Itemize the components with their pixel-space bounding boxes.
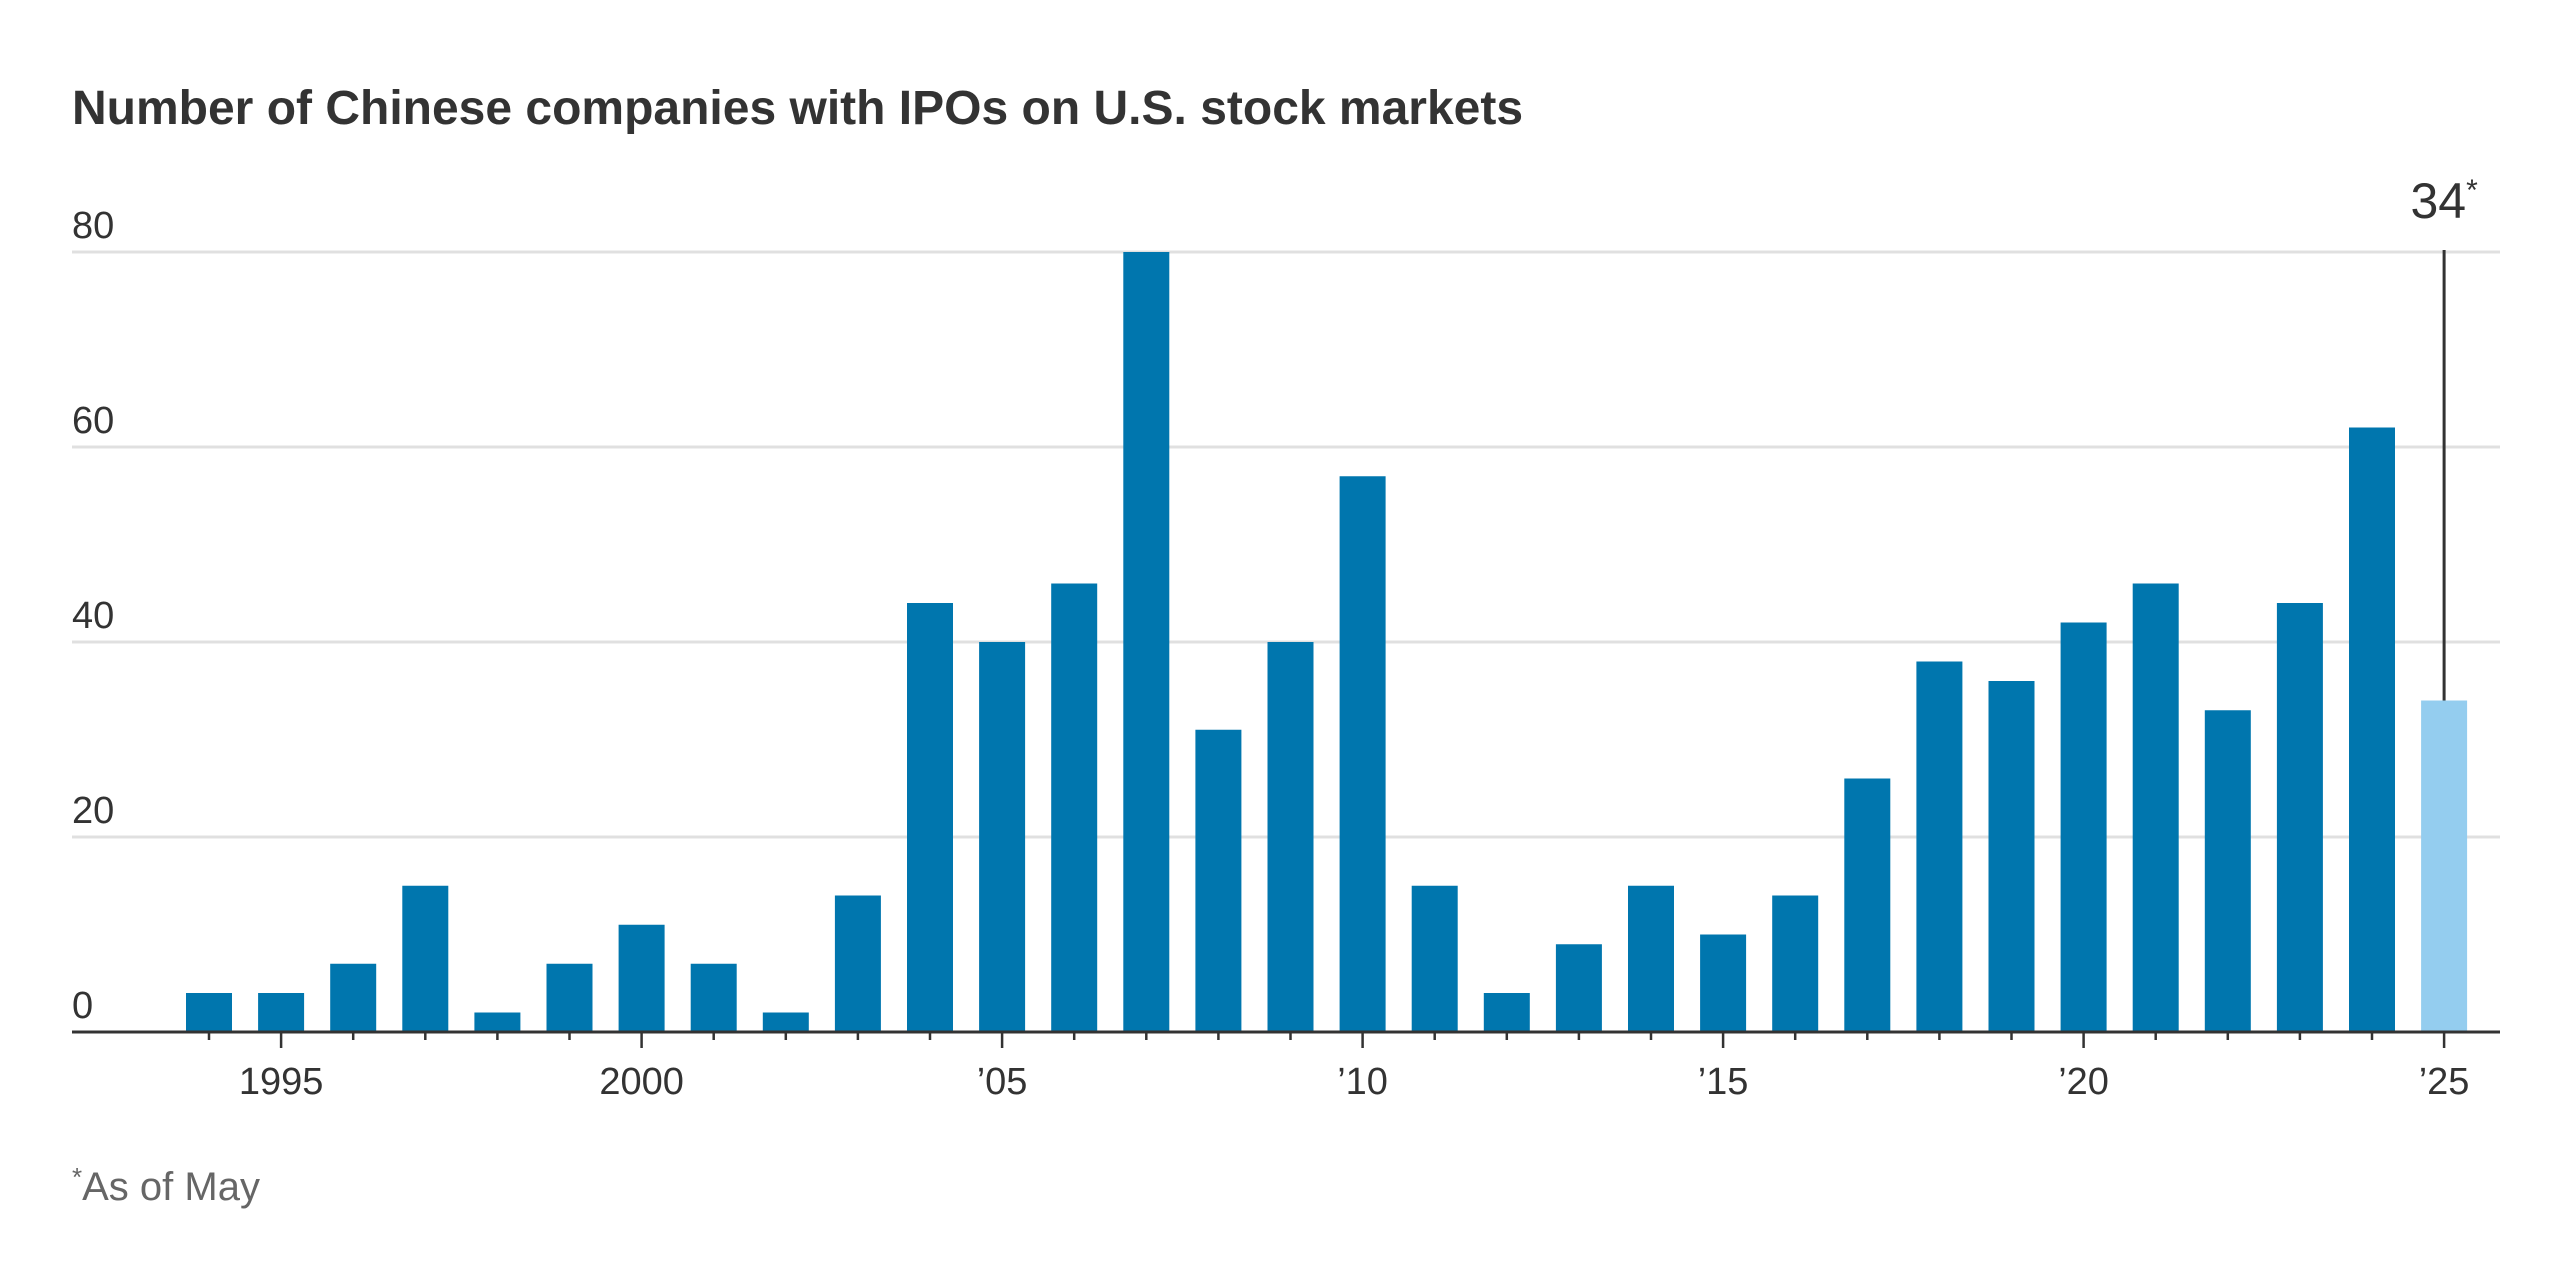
x-tick-label: ’10 (1337, 1061, 1388, 1103)
callout: 34* (2410, 173, 2478, 701)
bar-2001 (690, 963, 737, 1032)
bar-1998 (474, 1012, 521, 1032)
bar-2008 (1195, 729, 1242, 1032)
x-tick-label: 1995 (239, 1061, 324, 1103)
callout-marker: * (2466, 174, 2478, 207)
x-tick-label: ’20 (2058, 1061, 2109, 1103)
bar-2012 (1483, 993, 1530, 1032)
bar-2024 (2349, 427, 2395, 1032)
callout-label: 34* (2410, 173, 2478, 229)
bar-2005 (979, 642, 1026, 1032)
bar-2000 (618, 924, 665, 1032)
bar-2023 (2276, 603, 2323, 1032)
chart-title: Number of Chinese companies with IPOs on… (72, 82, 1523, 135)
bar-2019 (1988, 681, 2035, 1032)
bar-2018 (1916, 661, 1963, 1032)
bar-1997 (402, 885, 449, 1032)
x-tick-label: 2000 (599, 1061, 684, 1103)
bar-2006 (1051, 583, 1098, 1032)
bar-2016 (1772, 895, 1819, 1032)
bar-2011 (1411, 885, 1458, 1032)
bars (186, 252, 2468, 1032)
y-tick-label: 60 (72, 400, 114, 442)
y-tick-label: 0 (72, 985, 93, 1027)
x-axis-tick-labels: 1995 2000 ’05 ’10 ’15 ’20 ’25 (239, 1061, 2470, 1103)
y-axis-tick-labels: 0 20 40 60 80 (72, 205, 114, 1027)
x-tick-label: ’25 (2419, 1061, 2470, 1103)
bar-2015 (1700, 934, 1747, 1032)
bar-2003 (834, 895, 881, 1032)
bar-2025 (2421, 700, 2468, 1032)
bar-2014 (1628, 885, 1674, 1032)
bar-2002 (762, 1012, 809, 1032)
bar-1994 (186, 993, 232, 1032)
bar-2020 (2060, 622, 2107, 1032)
bar-1996 (330, 963, 377, 1032)
y-tick-label: 20 (72, 790, 114, 832)
bar-2010 (1339, 476, 1386, 1032)
bar-1995 (258, 993, 305, 1032)
bar-2009 (1267, 642, 1314, 1032)
callout-value: 34 (2410, 173, 2466, 229)
footnote: *As of May (72, 1162, 260, 1209)
y-tick-label: 40 (72, 595, 114, 637)
x-tick-label: ’15 (1698, 1061, 1749, 1103)
bar-1999 (546, 963, 593, 1032)
bar-2017 (1844, 778, 1891, 1032)
footnote-text: As of May (82, 1165, 260, 1209)
bar-2007 (1123, 252, 1170, 1032)
bar-2022 (2204, 710, 2251, 1032)
x-axis (72, 1030, 2500, 1048)
bar-2013 (1555, 944, 1602, 1032)
bar-2021 (2132, 583, 2179, 1032)
footnote-marker: * (72, 1162, 82, 1192)
bar-2004 (907, 603, 953, 1032)
y-tick-label: 80 (72, 205, 114, 247)
x-tick-label: ’05 (977, 1061, 1028, 1103)
